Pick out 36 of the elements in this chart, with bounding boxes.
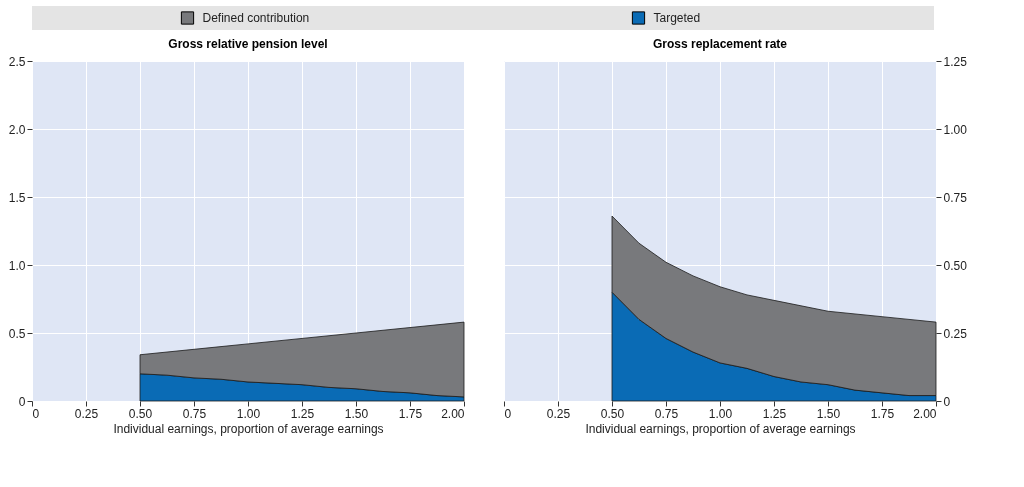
x-tick-label: 0.50 bbox=[600, 406, 625, 421]
y-tick-label: 0.25 bbox=[943, 326, 968, 341]
x-tick-label: 1.50 bbox=[816, 406, 841, 421]
x-tick-label: 0.75 bbox=[182, 406, 207, 421]
x-tick-label: 1.00 bbox=[236, 406, 261, 421]
y-tick-label: 1.25 bbox=[943, 54, 968, 69]
x-tick-label: 0.25 bbox=[546, 406, 571, 421]
y-tick-label: 1.0 bbox=[8, 258, 26, 273]
y-tick-label: 0.75 bbox=[943, 190, 968, 205]
x-tick-label: 0.50 bbox=[128, 406, 153, 421]
x-tick-label: 2.00 bbox=[913, 406, 937, 421]
x-tick-label: 0 bbox=[504, 406, 512, 421]
x-tick-label: 1.75 bbox=[398, 406, 423, 421]
x-tick-label: 1.50 bbox=[344, 406, 369, 421]
y-tick-label: 0.50 bbox=[943, 258, 968, 273]
y-tick-label: 0 bbox=[943, 394, 951, 409]
y-tick-label: 2.0 bbox=[8, 122, 26, 137]
legend-label: Defined contribution bbox=[202, 11, 310, 25]
x-tick-label: 0.75 bbox=[654, 406, 679, 421]
x-tick-label: 2.00 bbox=[441, 406, 465, 421]
x-tick-label: 0 bbox=[32, 406, 40, 421]
y-tick-label: 1.5 bbox=[8, 190, 26, 205]
chart-title: Gross relative pension level bbox=[168, 37, 328, 51]
chart-title: Gross replacement rate bbox=[652, 37, 788, 51]
x-tick-label: 1.25 bbox=[290, 406, 315, 421]
legend-label: Targeted bbox=[653, 11, 701, 25]
x-tick-label: 1.00 bbox=[708, 406, 733, 421]
x-tick-label: 0.25 bbox=[74, 406, 99, 421]
x-tick-label: 1.25 bbox=[762, 406, 787, 421]
y-tick-label: 1.00 bbox=[943, 122, 968, 137]
x-axis-title: Individual earnings, proportion of average earnings bbox=[585, 421, 856, 436]
y-tick-label: 0.5 bbox=[8, 326, 26, 341]
x-axis-title: Individual earnings, proportion of average earnings bbox=[113, 421, 384, 436]
x-tick-label: 1.75 bbox=[870, 406, 895, 421]
y-tick-label: 0 bbox=[18, 394, 26, 409]
y-tick-label: 2.5 bbox=[8, 54, 26, 69]
